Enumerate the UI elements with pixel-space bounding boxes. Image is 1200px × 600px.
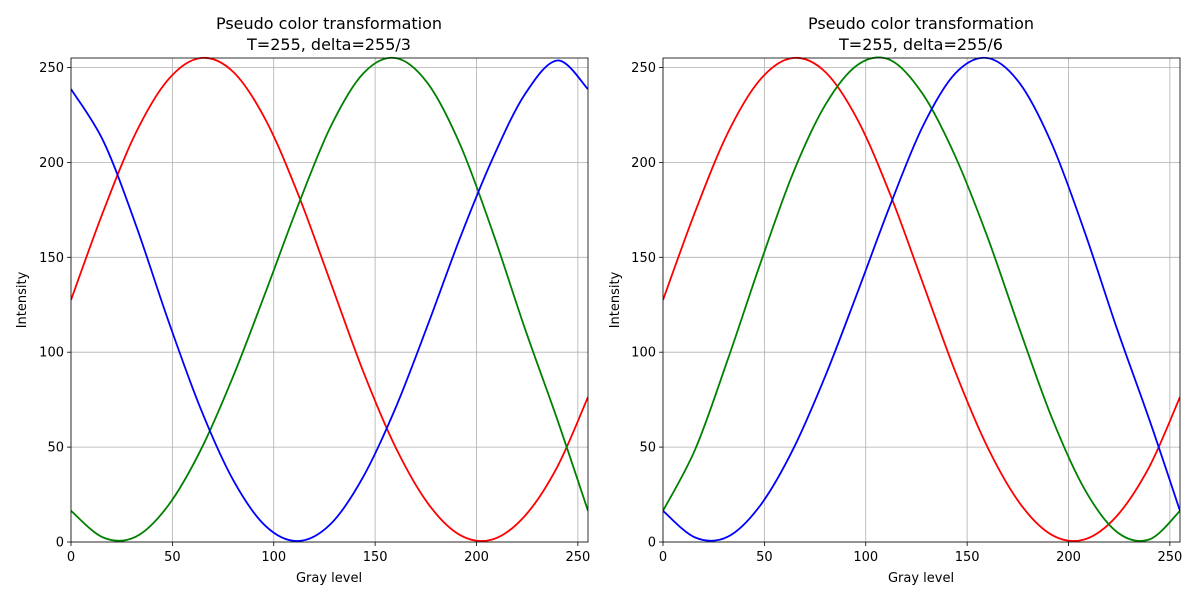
chart-left-xlabel: Gray level xyxy=(296,571,362,586)
chart-right-ytick-label-200: 200 xyxy=(631,156,656,171)
chart-right-ytick-label-250: 250 xyxy=(631,61,656,76)
chart-left-series-1-line xyxy=(71,56,588,542)
chart-left-series-0-line xyxy=(71,56,588,542)
chart-right-subtitle: T=255, delta=255/6 xyxy=(838,35,1003,54)
chart-right-xtick-label-200: 200 xyxy=(1056,550,1081,565)
chart-left-xtick-label-250: 250 xyxy=(565,550,590,565)
chart-right-ytick-label-0: 0 xyxy=(648,536,656,551)
chart-left-ytick-label-200: 200 xyxy=(39,156,64,171)
chart-right-xtick-label-0: 0 xyxy=(659,550,667,565)
chart-left-xtick-label-150: 150 xyxy=(363,550,388,565)
chart-left-ylabel: Intensity xyxy=(15,271,30,328)
chart-right-series-2-line xyxy=(663,56,1180,542)
chart-right-xtick-label-150: 150 xyxy=(955,550,980,565)
chart-left-ytick-label-50: 50 xyxy=(47,441,64,456)
chart-left-xtick-label-50: 50 xyxy=(164,550,181,565)
chart-left-ytick-label-100: 100 xyxy=(39,346,64,361)
chart-right: Pseudo color transformation T=255, delta… xyxy=(608,14,1182,586)
chart-right-xlabel: Gray level xyxy=(888,571,954,586)
chart-right-xtick-label-50: 50 xyxy=(756,550,773,565)
chart-left-frame xyxy=(70,57,589,543)
chart-left-series-2-line xyxy=(71,59,588,542)
chart-right-series-0-line xyxy=(663,56,1180,542)
chart-right-ytick-label-150: 150 xyxy=(631,251,656,266)
chart-right-xtick-label-250: 250 xyxy=(1157,550,1182,565)
chart-left: Pseudo color transformation T=255, delta… xyxy=(15,14,590,586)
chart-right-xtick-label-100: 100 xyxy=(853,550,878,565)
chart-right-ytick-label-50: 50 xyxy=(639,441,656,456)
chart-right-ytick-label-100: 100 xyxy=(631,346,656,361)
chart-right-frame xyxy=(662,57,1181,543)
chart-left-plot xyxy=(71,56,588,542)
chart-left-xtick-label-100: 100 xyxy=(261,550,286,565)
chart-left-title: Pseudo color transformation xyxy=(216,14,442,33)
chart-right-title: Pseudo color transformation xyxy=(808,14,1034,33)
chart-left-xtick-label-0: 0 xyxy=(67,550,75,565)
chart-right-ylabel: Intensity xyxy=(608,271,623,328)
chart-right-ticks: 0 50 100 150 200 250 0 50 100 150 200 250 xyxy=(631,61,1182,565)
chart-left-ytick-label-150: 150 xyxy=(39,251,64,266)
chart-left-ytick-label-250: 250 xyxy=(39,61,64,76)
chart-right-plot xyxy=(663,56,1180,542)
chart-right-series-1-line xyxy=(663,56,1180,542)
chart-left-xtick-label-200: 200 xyxy=(464,550,489,565)
chart-left-ticks: 0 50 100 150 200 250 0 50 100 150 200 250 xyxy=(39,61,590,565)
chart-left-ytick-label-0: 0 xyxy=(56,536,64,551)
chart-left-subtitle: T=255, delta=255/3 xyxy=(246,35,411,54)
